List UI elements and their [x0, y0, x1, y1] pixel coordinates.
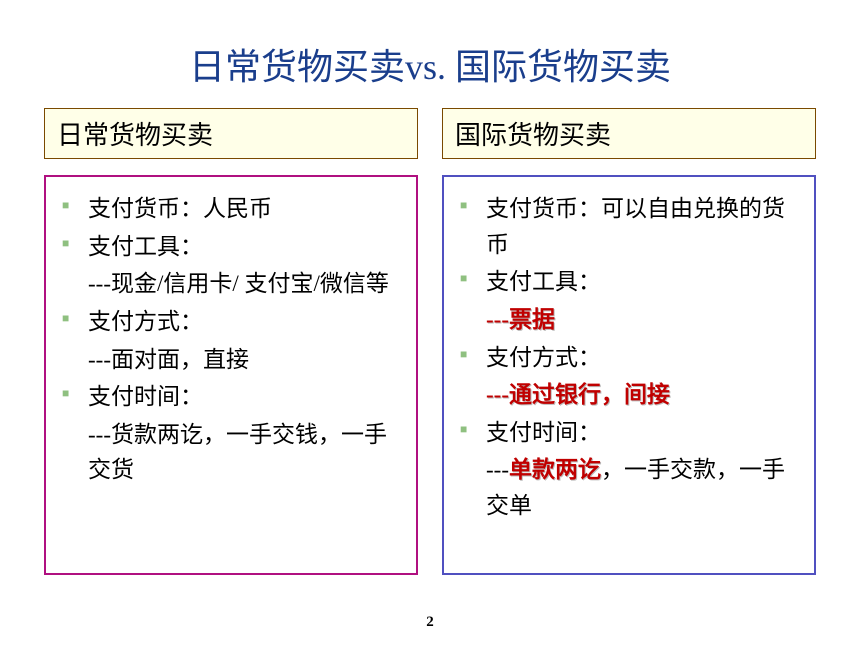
list-sub: ---票据: [454, 302, 804, 338]
left-body: 支付货币：人民币 支付工具： ---现金/信用卡/ 支付宝/微信等 支付方式： …: [44, 175, 418, 575]
list-item: 支付方式：: [454, 340, 804, 376]
left-column: 日常货物买卖 支付货币：人民币 支付工具： ---现金/信用卡/ 支付宝/微信等…: [44, 108, 418, 575]
list-item: 支付工具：: [454, 264, 804, 300]
list-sub: ---货款两讫，一手交钱，一手交货: [56, 417, 406, 488]
list-item: 支付时间：: [454, 415, 804, 451]
comparison-columns: 日常货物买卖 支付货币：人民币 支付工具： ---现金/信用卡/ 支付宝/微信等…: [0, 108, 860, 575]
right-body: 支付货币：可以自由兑换的货币 支付工具： ---票据 支付方式： ---通过银行…: [442, 175, 816, 575]
list-item: 支付货币：可以自由兑换的货币: [454, 191, 804, 262]
slide-title: 日常货物买卖vs. 国际货物买卖: [0, 0, 860, 108]
list-sub: ---现金/信用卡/ 支付宝/微信等: [56, 266, 406, 302]
emphasis-text: 单款两讫: [509, 457, 601, 482]
right-column: 国际货物买卖 支付货币：可以自由兑换的货币 支付工具： ---票据 支付方式： …: [442, 108, 816, 575]
list-sub: ---面对面，直接: [56, 342, 406, 378]
text: ---: [486, 457, 509, 482]
list-sub: ---单款两讫，一手交款，一手交单: [454, 452, 804, 523]
left-header: 日常货物买卖: [44, 108, 418, 159]
list-item: 支付时间：: [56, 379, 406, 415]
right-header: 国际货物买卖: [442, 108, 816, 159]
list-item: 支付工具：: [56, 229, 406, 265]
emphasis-text: ---票据: [486, 307, 555, 332]
list-item: 支付货币：人民币: [56, 191, 406, 227]
page-number: 2: [0, 614, 860, 631]
list-item: 支付方式：: [56, 304, 406, 340]
list-sub: ---通过银行，间接: [454, 377, 804, 413]
emphasis-text: ---通过银行，间接: [486, 382, 670, 407]
